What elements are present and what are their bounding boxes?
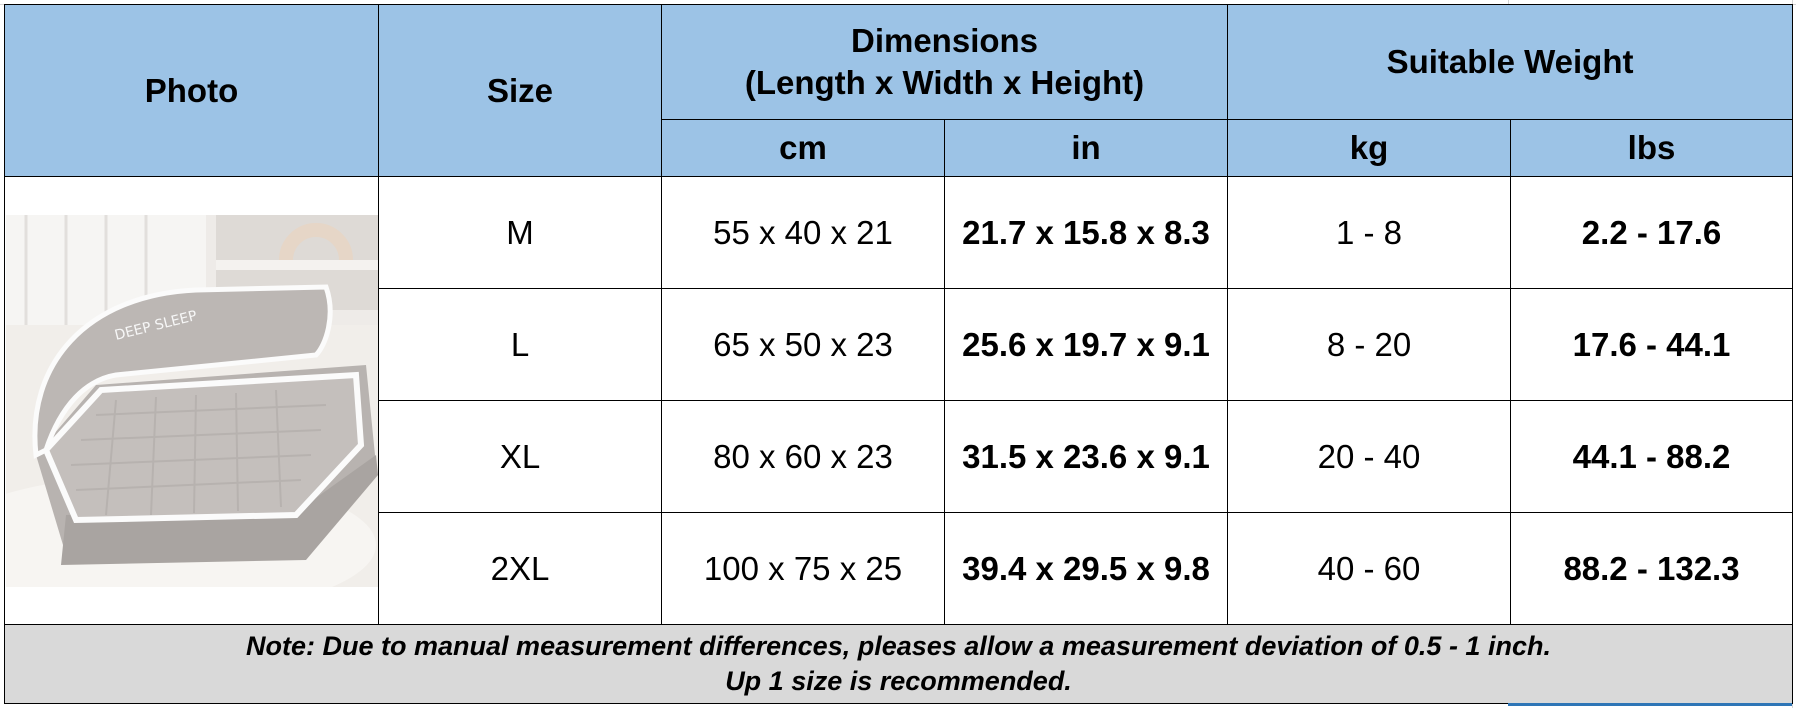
header-in: in — [943, 119, 1229, 177]
in-value: 31.5 x 23.6 x 9.1 — [962, 437, 1210, 475]
unit-in-label: in — [1071, 129, 1101, 166]
cell-lbs: 88.2 - 132.3 — [1510, 512, 1794, 625]
cell-lbs: 44.1 - 88.2 — [1510, 400, 1794, 513]
table-row-2xl: 2XL 100 x 75 x 25 39.4 x 29.5 x 9.8 40 -… — [5, 512, 1794, 625]
product-photo: DEEP SLEEP — [5, 214, 378, 587]
size-value: 2XL — [490, 549, 550, 587]
in-value: 39.4 x 29.5 x 9.8 — [962, 549, 1210, 587]
header-suitable-weight: Suitable Weight — [1227, 4, 1794, 120]
note-line-2: Up 1 size is recommended. — [725, 666, 1072, 696]
lbs-value: 88.2 - 132.3 — [1563, 549, 1740, 587]
cell-cm: 55 x 40 x 21 — [661, 176, 945, 289]
header-lbs: lbs — [1510, 119, 1794, 177]
cell-in: 31.5 x 23.6 x 9.1 — [943, 400, 1229, 513]
cell-size: 2XL — [378, 512, 662, 625]
header-row-units: cm in kg lbs — [5, 119, 1794, 177]
in-value: 25.6 x 19.7 x 9.1 — [962, 325, 1210, 363]
size-value: M — [506, 213, 534, 251]
cell-size: XL — [378, 400, 662, 513]
size-chart-table: Photo Size Dimensions (Length x Width x … — [3, 4, 1794, 704]
header-row-top: Photo Size Dimensions (Length x Width x … — [4, 4, 1794, 177]
cm-value: 55 x 40 x 21 — [713, 213, 893, 251]
size-value: XL — [499, 437, 541, 475]
header-photo-label: Photo — [144, 71, 239, 109]
cell-in: 21.7 x 15.8 x 8.3 — [943, 176, 1229, 289]
cell-cm: 65 x 50 x 23 — [661, 288, 945, 401]
cm-value: 80 x 60 x 23 — [713, 437, 893, 475]
header-size-label: Size — [486, 71, 554, 109]
cell-kg: 20 - 40 — [1227, 400, 1512, 513]
header-dimensions-line2: (Length x Width x Height) — [744, 64, 1145, 101]
header-size: Size — [378, 4, 662, 177]
lbs-value: 44.1 - 88.2 — [1572, 437, 1731, 475]
cell-in: 25.6 x 19.7 x 9.1 — [943, 288, 1229, 401]
table-row-l: L 65 x 50 x 23 25.6 x 19.7 x 9.1 8 - 20 … — [5, 288, 1794, 401]
cell-kg: 1 - 8 — [1227, 176, 1512, 289]
cell-cm: 80 x 60 x 23 — [661, 400, 945, 513]
unit-cm-label: cm — [779, 129, 827, 166]
pet-bed-illustration: DEEP SLEEP — [5, 214, 378, 587]
in-value: 21.7 x 15.8 x 8.3 — [962, 213, 1210, 251]
header-dimensions: Dimensions (Length x Width x Height) — [660, 4, 1229, 120]
selection-underline — [1508, 703, 1792, 706]
header-weight-label: Suitable Weight — [1386, 43, 1634, 80]
note-line-1: Note: Due to manual measurement differen… — [246, 631, 1551, 661]
cell-kg: 40 - 60 — [1227, 512, 1512, 625]
cm-value: 65 x 50 x 23 — [713, 325, 893, 363]
cell-lbs: 2.2 - 17.6 — [1510, 176, 1794, 289]
unit-lbs-label: lbs — [1627, 129, 1676, 166]
kg-value: 8 - 20 — [1326, 325, 1412, 363]
cell-cm: 100 x 75 x 25 — [661, 512, 945, 625]
cell-size: M — [378, 176, 662, 289]
cell-size: L — [378, 288, 662, 401]
header-dimensions-line1: Dimensions — [850, 22, 1039, 59]
kg-value: 20 - 40 — [1317, 437, 1421, 475]
unit-kg-label: kg — [1349, 129, 1389, 166]
note-row: Note: Due to manual measurement differen… — [3, 624, 1794, 704]
cell-lbs: 17.6 - 44.1 — [1510, 288, 1794, 401]
kg-value: 1 - 8 — [1335, 213, 1403, 251]
header-cm: cm — [661, 119, 945, 177]
table-row-m: DEEP SLEEP M 55 x 40 x 21 21.7 x 15.8 x … — [4, 176, 1794, 625]
cell-kg: 8 - 20 — [1227, 288, 1512, 401]
lbs-value: 17.6 - 44.1 — [1572, 325, 1731, 363]
cm-value: 100 x 75 x 25 — [703, 549, 903, 587]
table-row-xl: XL 80 x 60 x 23 31.5 x 23.6 x 9.1 20 - 4… — [5, 400, 1794, 513]
size-value: L — [510, 325, 530, 363]
header-photo: Photo — [4, 4, 379, 177]
lbs-value: 2.2 - 17.6 — [1581, 213, 1722, 251]
cell-in: 39.4 x 29.5 x 9.8 — [943, 512, 1229, 625]
product-photo-cell: DEEP SLEEP — [4, 176, 379, 625]
kg-value: 40 - 60 — [1317, 549, 1421, 587]
header-kg: kg — [1227, 119, 1512, 177]
measurement-note: Note: Due to manual measurement differen… — [3, 624, 1794, 704]
